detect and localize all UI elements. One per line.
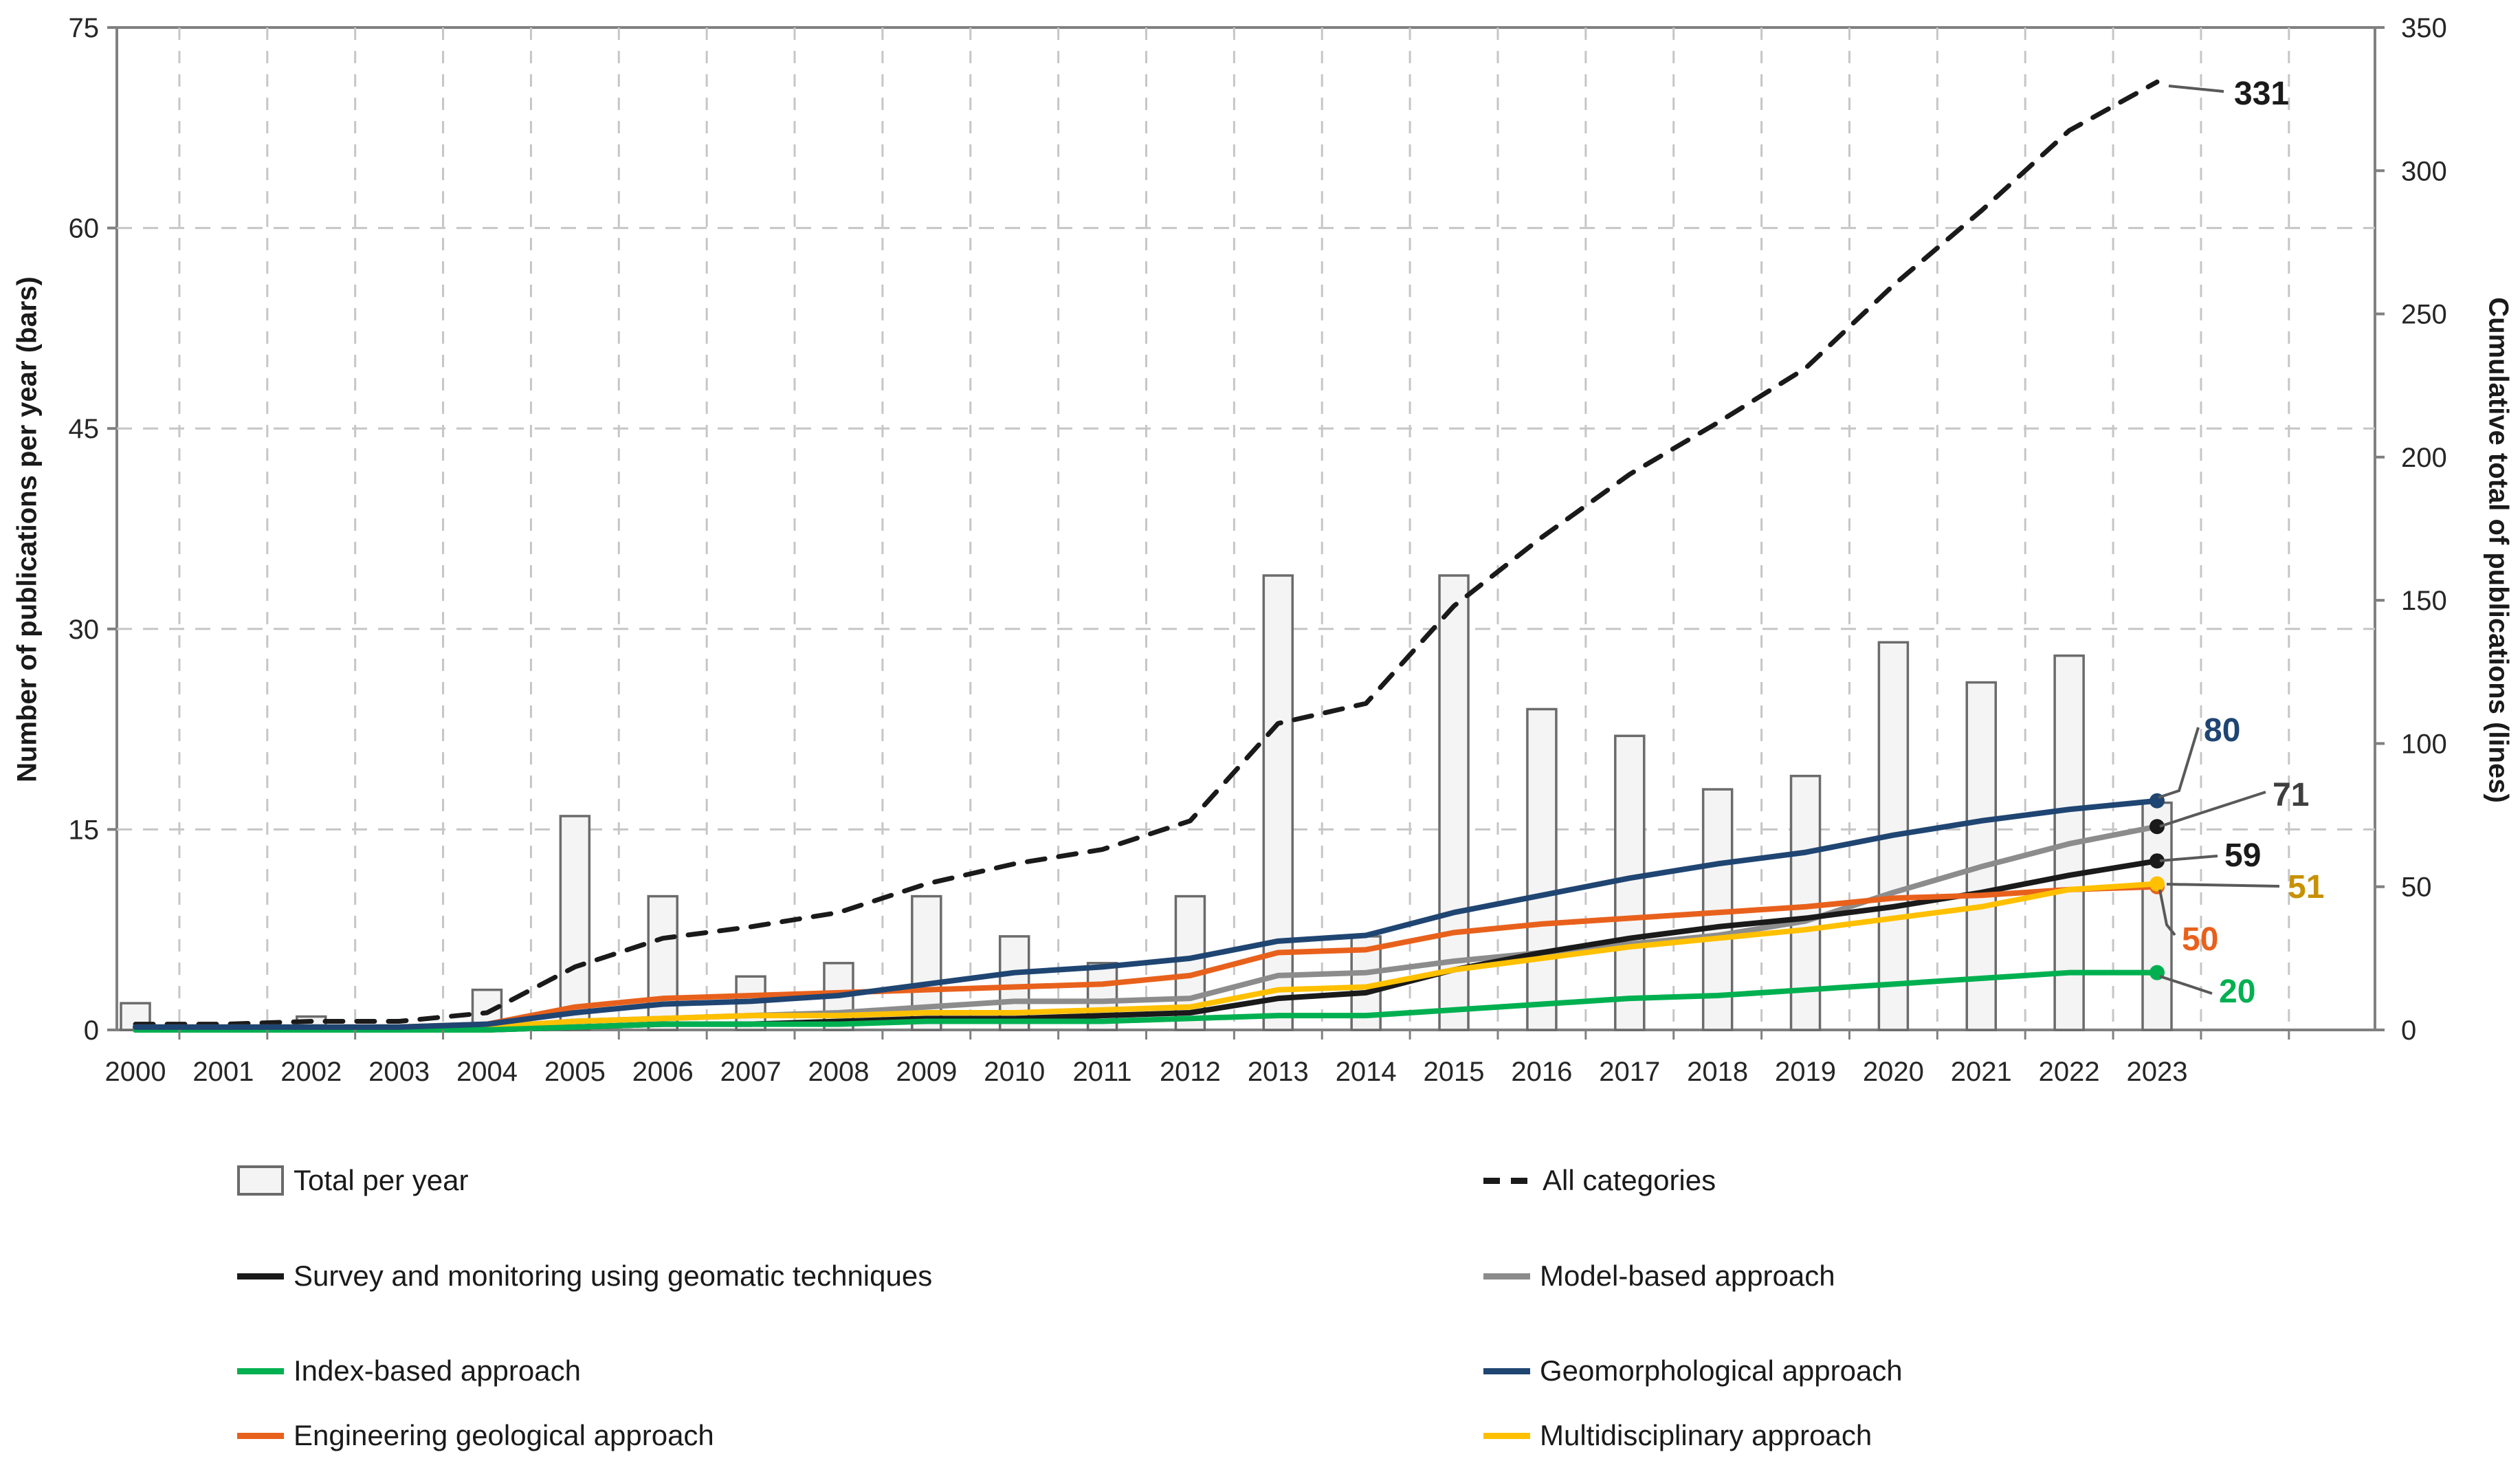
right-axis-tick-label: 300 (2401, 156, 2447, 186)
line-engineering-geological-approach (133, 879, 2165, 1030)
line-swatch-icon (237, 1432, 284, 1439)
end-value-label: 51 (2288, 869, 2324, 905)
x-axis-tick-label: 2020 (1863, 1057, 1924, 1087)
callout-leader (2168, 85, 2224, 93)
x-axis-tick-label: 2008 (808, 1057, 869, 1087)
bar-2023 (2141, 801, 2173, 1031)
line-swatch-icon (237, 1367, 284, 1374)
callout-leader (2159, 855, 2218, 862)
callout-leader (2166, 883, 2280, 888)
legend-label: Survey and monitoring using geomatic tec… (294, 1260, 933, 1292)
legend-item-model-based-approach: Model-based approach (1483, 1260, 1835, 1293)
legend-label: Geomorphological approach (1540, 1354, 1903, 1387)
left-axis-title: Number of publications per year (bars) (12, 276, 43, 782)
line-swatch-icon (1483, 1367, 1530, 1374)
bar-2013 (1262, 574, 1294, 1031)
x-axis-tick-label: 2016 (1511, 1057, 1572, 1087)
x-axis-tick-label: 2011 (1073, 1057, 1132, 1087)
x-axis-tick-label: 2021 (1951, 1057, 2012, 1087)
bar-2015 (1438, 574, 1470, 1031)
legend-item-total-per-year: Total per year (237, 1164, 468, 1197)
legend-label: Multidisciplinary approach (1540, 1419, 1872, 1451)
x-axis-tick-label: 2009 (896, 1057, 957, 1087)
end-value-label: 20 (2219, 974, 2255, 1010)
x-axis-tick-label: 2014 (1336, 1057, 1397, 1087)
bar-2006 (647, 894, 678, 1031)
legend-label: Model-based approach (1540, 1260, 1835, 1292)
legend-item-engineering-geological-approach: Engineering geological approach (237, 1419, 714, 1452)
right-axis-tick-label: 250 (2401, 300, 2447, 330)
legend-label: All categories (1543, 1164, 1716, 1196)
legend-label: Total per year (294, 1164, 469, 1196)
callout-leader (2158, 727, 2200, 799)
legend-item-all-categories: All categories (1483, 1164, 1716, 1197)
line-all-categories (133, 79, 2160, 1027)
x-axis-tick-label: 2003 (368, 1057, 430, 1087)
right-axis-tick-label: 350 (2401, 13, 2447, 43)
line-survey-and-monitoring-using-geomatic-techniques (133, 853, 2165, 1033)
x-axis-tick-label: 2010 (984, 1057, 1045, 1087)
left-axis-tick-label: 60 (69, 214, 100, 244)
end-value-callouts: 331 71 59 50 51 20 80 (2158, 76, 2324, 1010)
x-axis-tick-label: 2022 (2039, 1057, 2100, 1087)
x-axis-tick-label: 2001 (192, 1057, 254, 1087)
x-axis-tick-label: 2023 (2127, 1057, 2188, 1087)
bar-swatch-icon (237, 1165, 284, 1196)
callout-leader (2159, 975, 2213, 995)
left-axis-tick-label: 30 (69, 615, 100, 645)
x-axis-tick-label: 2002 (280, 1057, 342, 1087)
callout-leader (2159, 791, 2266, 828)
x-axis-tick-label: 2019 (1775, 1057, 1836, 1087)
left-axis-tick-label: 15 (69, 815, 100, 845)
x-axis-tick-label: 2012 (1160, 1057, 1221, 1087)
x-axis-tick-label: 2015 (1424, 1057, 1485, 1087)
bar-2021 (1965, 681, 1998, 1031)
right-axis-tick-label: 200 (2401, 443, 2447, 473)
line-swatch-icon (237, 1273, 284, 1279)
legend-item-survey-and-monitoring-using-geomatic-techniques: Survey and monitoring using geomatic tec… (237, 1260, 932, 1293)
x-axis-tick-label: 2000 (105, 1057, 166, 1087)
x-axis-tick-label: 2004 (456, 1057, 518, 1087)
callout-leader (2158, 889, 2176, 936)
right-axis-tick-label: 50 (2401, 872, 2432, 903)
x-axis-tick-label: 2013 (1248, 1057, 1309, 1087)
end-value-label: 50 (2182, 921, 2218, 958)
dashed-line-swatch-icon (1483, 1177, 1533, 1184)
bar-2005 (559, 815, 591, 1031)
bar-2016 (1526, 707, 1558, 1031)
end-value-label: 59 (2224, 837, 2261, 874)
left-axis-tick-label: 45 (69, 414, 100, 444)
right-axis-title: Cumulative total of publications (lines) (2483, 297, 2514, 803)
legend-item-index-based-approach: Index-based approach (237, 1354, 581, 1387)
end-value-label: 80 (2204, 712, 2240, 749)
x-axis-tick-label: 2006 (632, 1057, 694, 1087)
x-axis-tick-label: 2017 (1599, 1057, 1660, 1087)
left-axis-tick-label: 75 (69, 13, 100, 43)
line-swatch-icon (1483, 1432, 1530, 1439)
plot-border (115, 26, 2376, 1031)
end-value-label: 71 (2273, 777, 2309, 813)
legend-item-geomorphological-approach: Geomorphological approach (1483, 1354, 1903, 1387)
x-axis-tick-label: 2007 (720, 1057, 782, 1087)
legend-label: Index-based approach (294, 1354, 581, 1387)
right-axis-tick-label: 100 (2401, 729, 2447, 759)
x-axis-tick-label: 2005 (544, 1057, 606, 1087)
gridlines (117, 28, 2375, 1030)
legend-item-multidisciplinary-approach: Multidisciplinary approach (1483, 1419, 1872, 1452)
legend-label: Engineering geological approach (294, 1419, 714, 1451)
right-axis-tick-label: 0 (2401, 1015, 2416, 1046)
x-axis-tick-label: 2018 (1687, 1057, 1748, 1087)
left-axis-tick-label: 0 (84, 1015, 99, 1046)
line-swatch-icon (1483, 1273, 1530, 1279)
right-axis-tick-label: 150 (2401, 586, 2447, 616)
end-value-label: 331 (2234, 76, 2289, 112)
